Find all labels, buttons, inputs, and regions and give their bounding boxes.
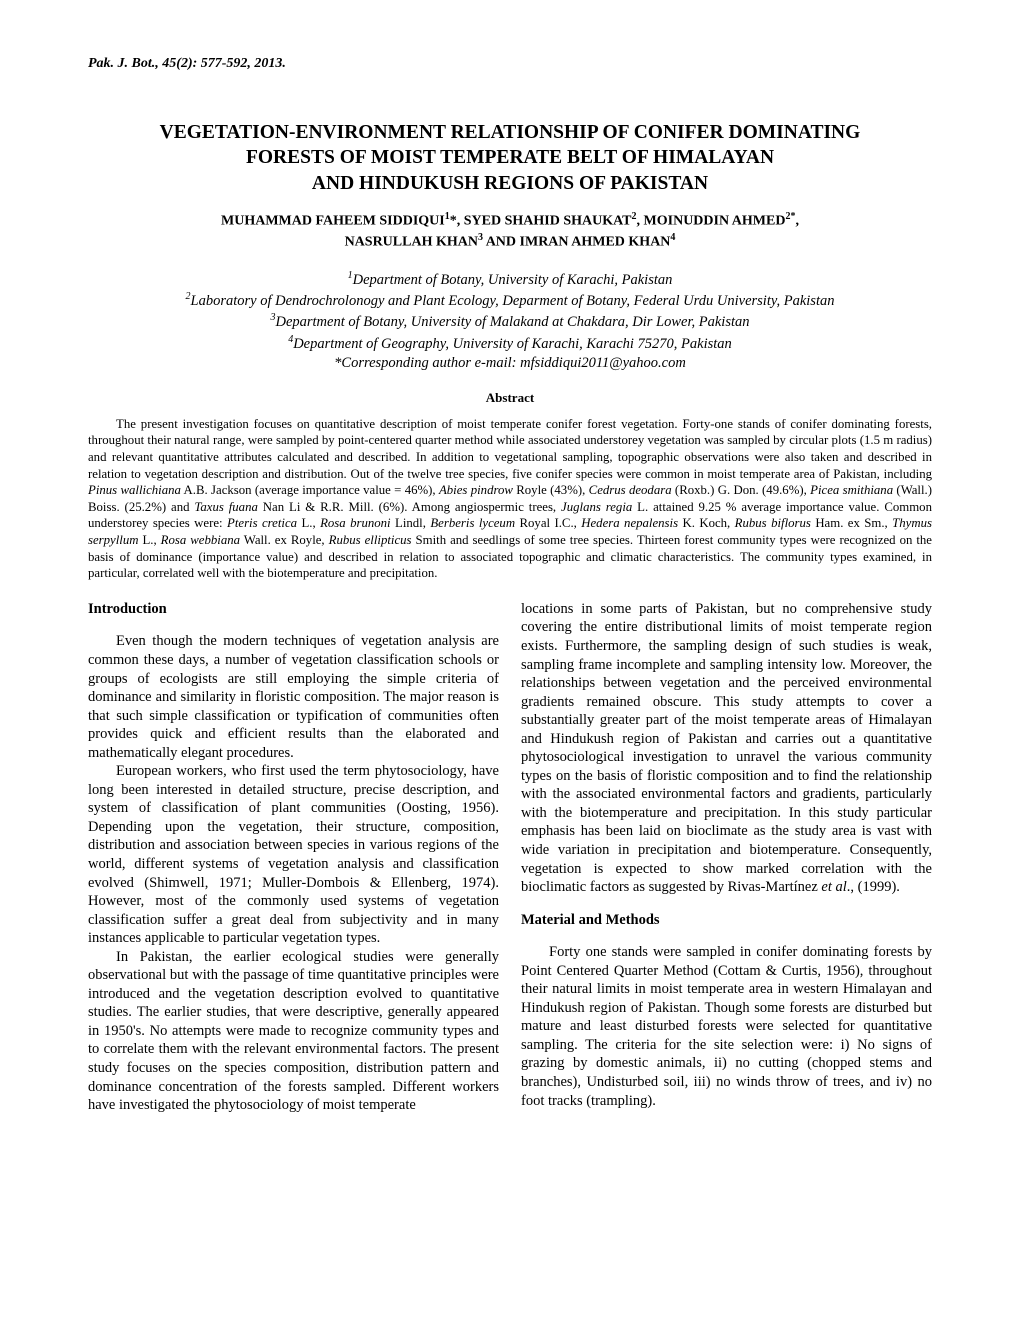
title-line-1: VEGETATION-ENVIRONMENT RELATIONSHIP OF C… bbox=[160, 122, 861, 143]
affiliation-4: Department of Geography, University of K… bbox=[293, 336, 732, 352]
title-line-2: FORESTS OF MOIST TEMPERATE BELT OF HIMAL… bbox=[246, 147, 774, 168]
title-line-3: AND HINDUKUSH REGIONS OF PAKISTAN bbox=[312, 173, 708, 194]
intro-paragraph-3: In Pakistan, the earlier ecological stud… bbox=[88, 948, 499, 1115]
methods-paragraph-1: Forty one stands were sampled in conifer… bbox=[521, 943, 932, 1110]
journal-reference: Pak. J. Bot., 45(2): 577-592, 2013. bbox=[88, 56, 932, 72]
affiliation-3: Department of Botany, University of Mala… bbox=[275, 314, 749, 330]
intro-paragraph-1: Even though the modern techniques of veg… bbox=[88, 632, 499, 762]
right-paragraph-1: locations in some parts of Pakistan, but… bbox=[521, 600, 932, 897]
authors-list: MUHAMMAD FAHEEM SIDDIQUI1*, SYED SHAHID … bbox=[88, 210, 932, 253]
right-column: locations in some parts of Pakistan, but… bbox=[521, 600, 932, 1115]
abstract-heading: Abstract bbox=[88, 390, 932, 406]
affiliation-1: Department of Botany, University of Kara… bbox=[353, 271, 673, 287]
abstract-text: The present investigation focuses on qua… bbox=[88, 417, 932, 581]
corresponding-author: *Corresponding author e-mail: mfsiddiqui… bbox=[334, 355, 686, 371]
paper-title: VEGETATION-ENVIRONMENT RELATIONSHIP OF C… bbox=[88, 120, 932, 196]
affiliations: 1Department of Botany, University of Kar… bbox=[88, 269, 932, 374]
abstract-body: The present investigation focuses on qua… bbox=[88, 416, 932, 582]
methods-heading: Material and Methods bbox=[521, 911, 932, 930]
two-column-body: Introduction Even though the modern tech… bbox=[88, 600, 932, 1115]
introduction-heading: Introduction bbox=[88, 600, 499, 619]
intro-paragraph-2: European workers, who first used the ter… bbox=[88, 762, 499, 947]
affiliation-2: Laboratory of Dendrochrolonogy and Plant… bbox=[191, 293, 835, 309]
left-column: Introduction Even though the modern tech… bbox=[88, 600, 499, 1115]
